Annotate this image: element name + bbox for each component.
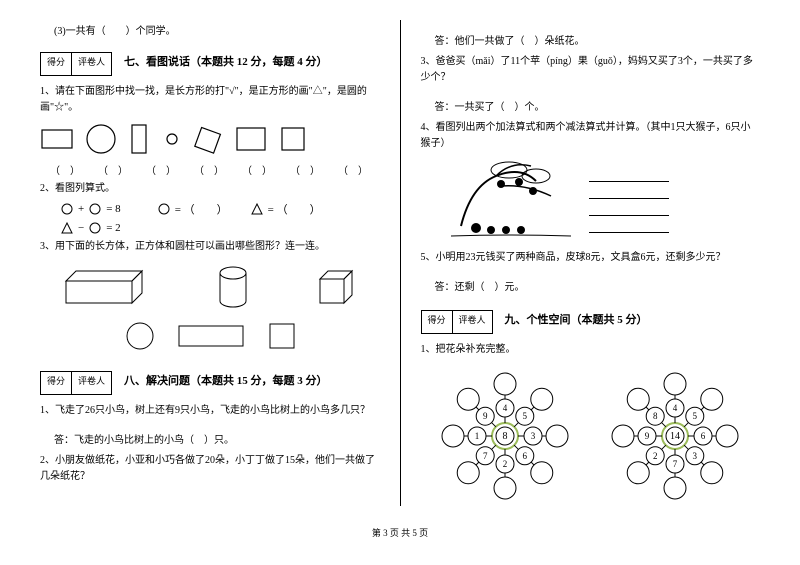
plus-sign: + (78, 203, 84, 215)
q7-2-text: 2、看图列算式。 (40, 181, 380, 197)
svg-text:9: 9 (645, 431, 650, 441)
q8-2-answer: 答：他们一共做了（ ）朵纸花。 (421, 34, 761, 50)
q8-1-text: 1、飞走了26只小鸟，树上还有9只小鸟，飞走的小鸟比树上的小鸟多几只？ (40, 403, 380, 419)
q8-1-answer: 答：飞走的小鸟比树上的小鸟（ ）只。 (40, 433, 380, 449)
rect-vert-shape (128, 122, 154, 156)
cube-icon (314, 265, 358, 309)
eq-answer-lines (589, 165, 669, 237)
q8-3-text: 3、爸爸买（mǎi）了11个苹（píng）果（guǒ），妈妈又买了3个，一共买了… (421, 54, 761, 86)
shapes-row (40, 122, 380, 156)
eq-mid1: = （ ） (175, 201, 228, 217)
flower-row: 845362719 1445637298 (421, 366, 761, 506)
paren: （ ） (194, 162, 224, 177)
svg-text:2: 2 (503, 459, 508, 469)
svg-text:8: 8 (653, 411, 658, 421)
svg-text:3: 3 (693, 451, 698, 461)
rect-flat (177, 322, 247, 350)
svg-text:5: 5 (693, 411, 698, 421)
svg-text:6: 6 (701, 431, 706, 441)
score-label: 得分 (421, 310, 452, 334)
q8-4-text: 4、看图列出两个加法算式和两个减法算式并计算。（其中1只大猴子，6只小猴子） (421, 120, 761, 152)
circle-icon (60, 202, 74, 216)
circle-flat (123, 319, 157, 353)
eq-row-2: − = 2 (60, 221, 380, 235)
svg-text:8: 8 (503, 431, 508, 442)
paren: （ ） (290, 162, 320, 177)
circle-shape (84, 122, 118, 156)
q7-1-text: 1、请在下面图形中找一找，是长方形的打"√"，是正方形的画"△"，是圆的画"☆"… (40, 84, 380, 116)
square-shape (278, 122, 310, 156)
circle-icon (88, 202, 102, 216)
svg-text:4: 4 (673, 403, 678, 413)
flats-row (40, 319, 380, 353)
svg-text:6: 6 (523, 451, 528, 461)
section-7-title: 七、看图说话（本题共 12 分，每题 4 分） (124, 53, 328, 69)
svg-text:7: 7 (673, 459, 678, 469)
q8-5-text: 5、小明用23元钱买了两种商品，皮球8元，文具盒6元，还剩多少元？ (421, 250, 761, 266)
grader-label: 评卷人 (71, 52, 112, 76)
svg-text:2: 2 (653, 451, 658, 461)
cuboid-icon (62, 267, 152, 307)
rect2-shape (234, 122, 268, 156)
svg-text:14: 14 (670, 431, 680, 442)
paren: （ ） (98, 162, 128, 177)
page-footer: 第 3 页 共 5 页 (40, 526, 760, 539)
paren: （ ） (50, 162, 80, 177)
triangle-icon (60, 221, 74, 235)
score-box-8: 得分 评卷人 (40, 371, 112, 395)
tree-monkeys-icon (441, 156, 581, 246)
score-box-9: 得分 评卷人 (421, 310, 493, 334)
q8-5-answer: 答：还剩（ ）元。 (421, 280, 761, 296)
eq-mid2: = （ ） (268, 201, 321, 217)
small-circle-shape (164, 122, 180, 156)
tree-figure (441, 156, 761, 246)
score-label: 得分 (40, 371, 71, 395)
paren: （ ） (242, 162, 272, 177)
column-divider (400, 20, 401, 506)
svg-text:3: 3 (531, 431, 536, 441)
minus-sign: − (78, 222, 84, 234)
eq-row-1: + = 8 = （ ） = （ ） (60, 201, 380, 217)
section-8-title: 八、解决问题（本题共 15 分，每题 3 分） (124, 372, 328, 388)
svg-text:1: 1 (475, 431, 480, 441)
circle-icon (157, 202, 171, 216)
section-9-title: 九、个性空间（本题共 5 分） (505, 311, 648, 327)
svg-text:7: 7 (483, 451, 488, 461)
eq2-rhs: = 2 (106, 222, 120, 234)
solids-row (40, 265, 380, 309)
q3-text: (3)一共有（ ）个同学。 (40, 24, 380, 40)
q8-2-text: 2、小朋友做纸花，小亚和小巧各做了20朵，小丁丁做了15朵，他们一共做了几朵纸花… (40, 453, 380, 485)
score-box-7: 得分 评卷人 (40, 52, 112, 76)
paren-row: （ ） （ ） （ ） （ ） （ ） （ ） （ ） (50, 162, 380, 177)
square-flat (267, 321, 297, 351)
grader-label: 评卷人 (452, 310, 493, 334)
svg-text:5: 5 (523, 411, 528, 421)
grader-label: 评卷人 (71, 371, 112, 395)
q7-3-text: 3、用下面的长方体，正方体和圆柱可以画出哪些图形？连一连。 (40, 239, 380, 255)
flower-1: 8 4 536 2 719 (430, 366, 580, 506)
svg-text:4: 4 (503, 403, 508, 413)
eq1-rhs: = 8 (106, 203, 120, 215)
score-label: 得分 (40, 52, 71, 76)
triangle-icon (250, 202, 264, 216)
rect-shape (40, 122, 74, 156)
q9-1-text: 1、把花朵补充完整。 (421, 342, 761, 358)
cylinder-icon (216, 265, 250, 309)
paren: （ ） (338, 162, 368, 177)
diamond-shape (190, 122, 224, 156)
paren: （ ） (146, 162, 176, 177)
circle-icon (88, 221, 102, 235)
flower-2: 14 4 563 7 298 (600, 366, 750, 506)
svg-text:9: 9 (483, 411, 488, 421)
q8-3-answer: 答：一共买了（ ）个。 (421, 100, 761, 116)
